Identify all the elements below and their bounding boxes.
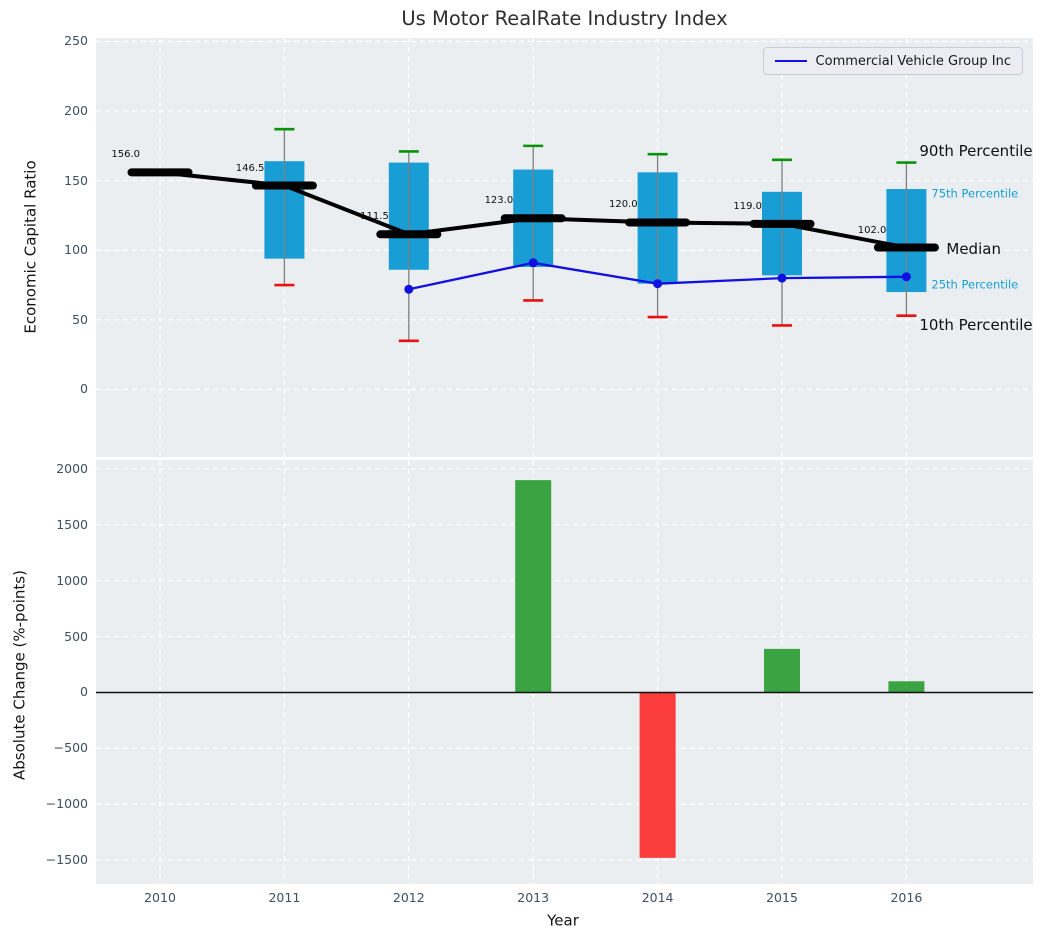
bar-2016 xyxy=(888,681,925,693)
median-value-label-2016: 102.0 xyxy=(857,224,887,236)
y-axis-label-top: Economic Capital Ratio xyxy=(21,160,40,334)
ytick-top-200: 200 xyxy=(64,102,88,118)
percentile-label-median: Median xyxy=(946,239,1001,258)
xtick-2013: 2013 xyxy=(517,889,550,905)
xtick-2011: 2011 xyxy=(268,889,301,905)
xtick-2010: 2010 xyxy=(144,889,176,905)
ytick-bottom--500: −500 xyxy=(53,740,88,756)
bar-2015 xyxy=(764,648,800,693)
bar-2013 xyxy=(515,480,552,693)
xtick-2014: 2014 xyxy=(641,889,674,905)
ytick-top-50: 50 xyxy=(72,311,88,327)
ytick-bottom-500: 500 xyxy=(64,628,88,644)
xtick-2016: 2016 xyxy=(890,889,923,905)
median-value-label-2011: 146.5 xyxy=(235,162,265,174)
legend: Commercial Vehicle Group Inc xyxy=(762,47,1023,75)
company-marker-2016 xyxy=(901,272,911,282)
median-value-label-2014: 120.0 xyxy=(608,199,638,211)
legend-line-sample xyxy=(774,60,807,62)
company-marker-2014 xyxy=(653,279,663,289)
bar-2014 xyxy=(639,692,676,858)
ytick-top-100: 100 xyxy=(64,242,88,258)
y-axis-label-bottom: Absolute Change (%-points) xyxy=(10,570,29,780)
xtick-2015: 2015 xyxy=(766,889,798,905)
ytick-bottom-1000: 1000 xyxy=(56,572,88,588)
percentile-label-p90: 90th Percentile xyxy=(919,141,1033,160)
company-marker-2015 xyxy=(777,273,787,283)
ytick-bottom-1500: 1500 xyxy=(56,516,88,532)
percentile-label-p25: 25th Percentile xyxy=(931,277,1019,292)
bottom-plot-area xyxy=(96,460,1033,884)
ytick-bottom--1500: −1500 xyxy=(45,851,88,867)
median-value-label-2013: 123.0 xyxy=(484,195,514,207)
ytick-bottom--1000: −1000 xyxy=(45,795,88,811)
ytick-bottom-2000: 2000 xyxy=(56,460,88,476)
ytick-top-150: 150 xyxy=(64,172,88,188)
median-value-label-2010: 156.0 xyxy=(111,149,140,161)
median-value-label-2015: 119.0 xyxy=(733,200,762,212)
percentile-label-p10: 10th Percentile xyxy=(919,315,1033,334)
ytick-bottom-0: 0 xyxy=(80,684,88,700)
ytick-top-0: 0 xyxy=(80,381,88,397)
x-axis-label: Year xyxy=(547,911,579,930)
median-value-label-2012: 111.5 xyxy=(360,211,389,223)
percentile-label-p75: 75th Percentile xyxy=(931,186,1019,201)
ytick-top-250: 250 xyxy=(64,33,88,49)
chart-title: Us Motor RealRate Industry Index xyxy=(401,7,728,30)
xtick-2012: 2012 xyxy=(392,889,425,905)
company-marker-2012 xyxy=(404,284,414,294)
company-marker-2013 xyxy=(528,258,538,268)
legend-entry-label: Commercial Vehicle Group Inc xyxy=(815,53,1011,69)
